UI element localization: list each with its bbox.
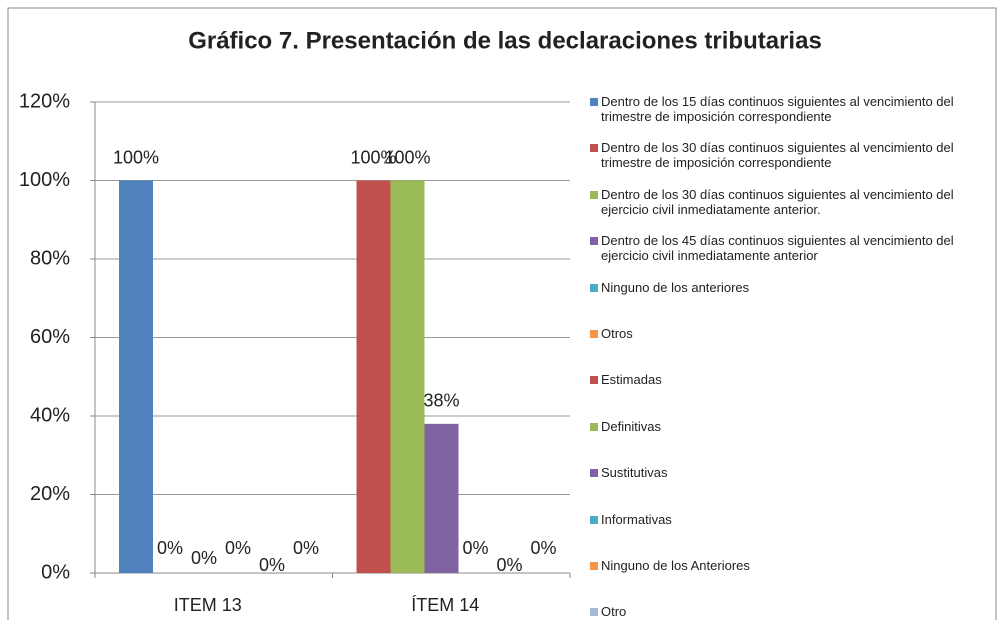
- x-tick-label: ÍTEM 14: [411, 595, 479, 615]
- legend-item: Otros: [590, 326, 992, 341]
- legend-swatch: [590, 330, 598, 338]
- bar: [356, 180, 391, 573]
- data-label: 100%: [350, 147, 396, 167]
- legend-swatch: [590, 376, 598, 385]
- data-label: 0%: [462, 538, 488, 558]
- y-tick-label: 0%: [41, 561, 70, 583]
- y-tick-label: 120%: [19, 90, 70, 112]
- y-tick-label: 80%: [30, 247, 70, 269]
- data-label: 100%: [384, 147, 430, 167]
- legend-item: Otro: [590, 604, 992, 619]
- bar: [390, 180, 425, 573]
- legend-swatch: [590, 515, 598, 524]
- y-tick-label: 20%: [30, 483, 70, 505]
- legend-label: Ninguno de los Anteriores: [601, 558, 750, 573]
- data-label: 38%: [423, 391, 459, 411]
- legend-item: Sustitutivas: [590, 465, 992, 480]
- legend-label: Estimadas: [601, 372, 662, 388]
- legend-swatch: [590, 98, 598, 106]
- legend-label: Sustitutivas: [601, 465, 668, 481]
- data-label: 0%: [293, 538, 319, 558]
- legend-label: Otros: [601, 326, 633, 341]
- data-label: 0%: [530, 538, 556, 558]
- legend-label: Dentro de los 15 días continuos siguient…: [601, 94, 954, 124]
- chart-border: [7, 7, 997, 620]
- legend-swatch: [590, 469, 598, 478]
- legend-swatch: [590, 283, 598, 292]
- data-label: 0%: [225, 538, 251, 558]
- bar: [119, 180, 153, 573]
- legend-item: Ninguno de los anteriores: [590, 280, 992, 295]
- legend-item: Estimadas: [590, 372, 992, 387]
- legend-item: Dentro de los 30 días continuos siguient…: [590, 187, 992, 217]
- legend-swatch: [590, 422, 598, 431]
- legend-label: Ninguno de los anteriores: [601, 279, 750, 295]
- legend-swatch: [590, 562, 598, 570]
- legend-swatch: [590, 237, 598, 246]
- legend-item: Dentro de los 15 días continuos siguient…: [590, 94, 992, 124]
- data-label: 0%: [191, 548, 217, 568]
- legend-label: Informativas: [601, 511, 672, 527]
- y-tick-label: 40%: [30, 404, 70, 426]
- data-label: 100%: [113, 147, 159, 167]
- legend-item: Dentro de los 30 días continuos siguient…: [590, 140, 992, 170]
- legend-label: Dentro de los 30 días continuos siguient…: [601, 186, 954, 217]
- legend-swatch: [590, 144, 598, 153]
- legend-item: Ninguno de los Anteriores: [590, 558, 992, 573]
- legend-item: Dentro de los 45 días continuos siguient…: [590, 233, 992, 263]
- legend-swatch: [590, 608, 598, 617]
- chart-title: Gráfico 7. Presentación de las declaraci…: [188, 27, 822, 54]
- legend-label: Otro: [601, 604, 627, 620]
- legend-label: Dentro de los 45 días continuos siguient…: [601, 233, 954, 264]
- legend-item: Definitivas: [590, 419, 992, 434]
- data-label: 0%: [259, 555, 285, 575]
- legend-label: Dentro de los 30 días continuos siguient…: [601, 140, 954, 171]
- legend-item: Informativas: [590, 512, 992, 527]
- y-tick-label: 100%: [19, 169, 70, 191]
- data-label: 0%: [496, 555, 522, 575]
- legend-swatch: [590, 190, 598, 199]
- data-label: 0%: [157, 538, 183, 558]
- y-tick-label: 60%: [30, 326, 70, 348]
- bar: [424, 423, 459, 573]
- legend-label: Definitivas: [601, 418, 661, 434]
- x-tick-label: ITEM 13: [174, 595, 242, 615]
